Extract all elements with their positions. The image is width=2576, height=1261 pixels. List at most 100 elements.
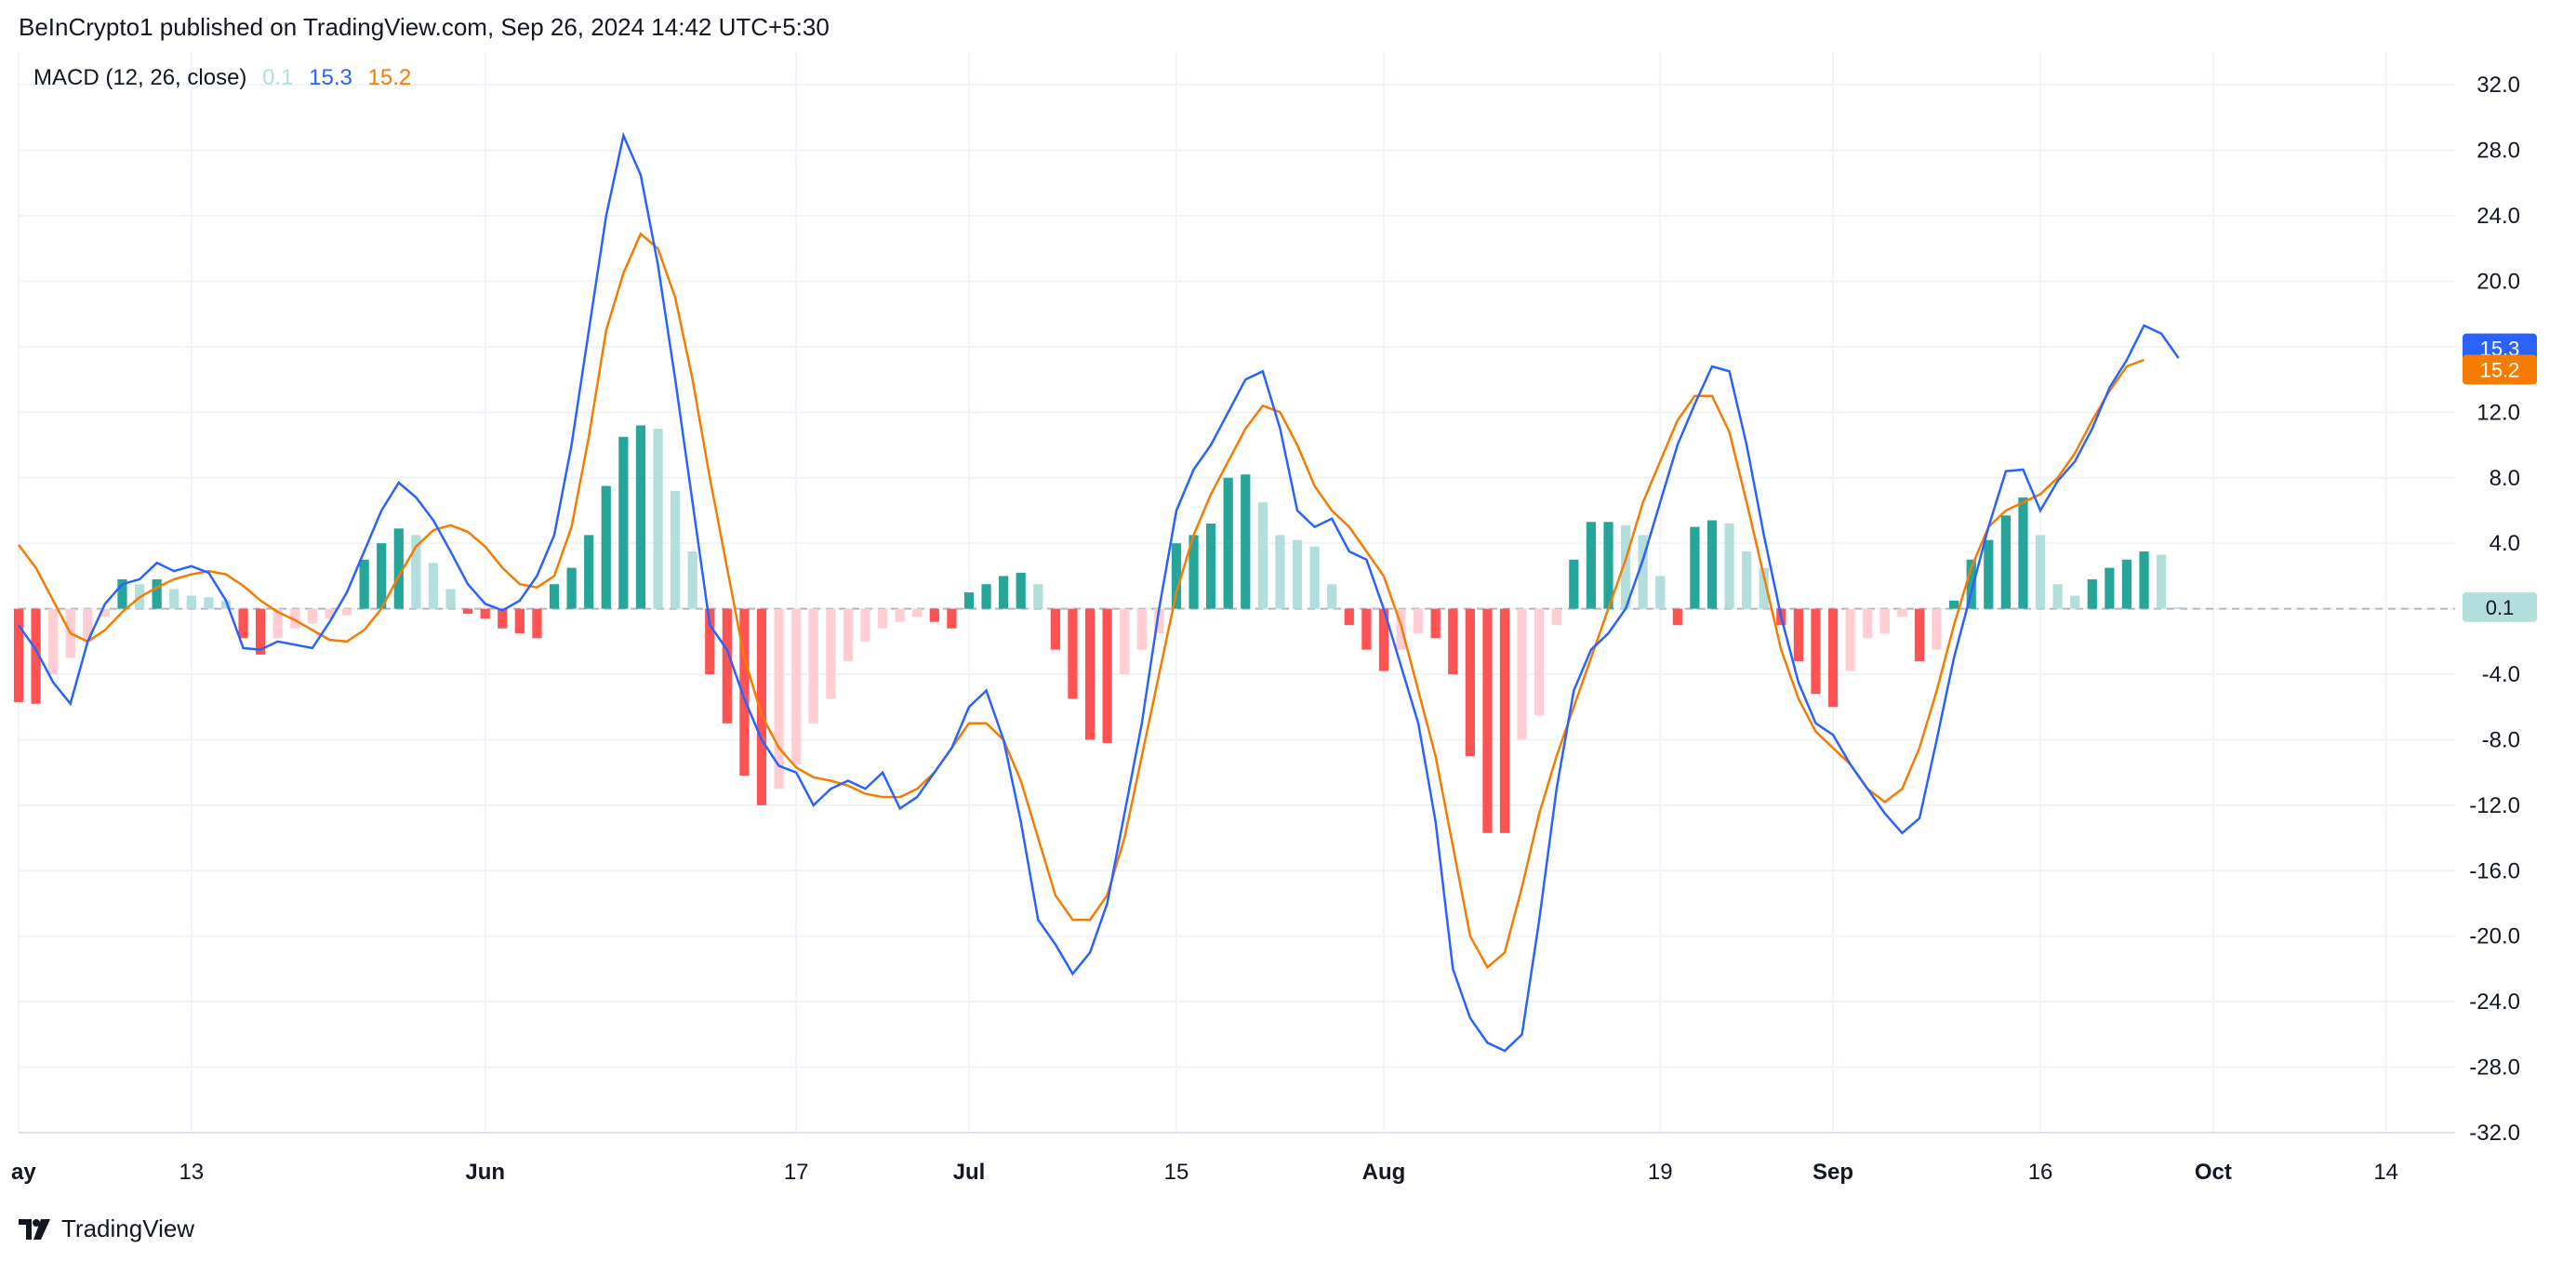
histogram-bar	[1638, 535, 1648, 609]
histogram-bar	[1327, 584, 1337, 609]
histogram-bar	[895, 608, 905, 622]
y-tick-label: 24.0	[2476, 204, 2520, 229]
tradingview-logo[interactable]: TradingView	[19, 1215, 194, 1243]
histogram-bar	[1102, 608, 1112, 743]
histogram-bar	[1620, 524, 1631, 609]
brand-name: TradingView	[61, 1215, 195, 1242]
histogram-bar	[359, 559, 369, 609]
histogram-bar	[1465, 608, 1475, 757]
histogram-bar	[2000, 515, 2011, 609]
hist-badge-text: 0.1	[2486, 596, 2515, 619]
histogram-bar	[1586, 522, 1597, 609]
y-tick-label: 28.0	[2476, 139, 2520, 164]
histogram-value: 0.1	[262, 65, 294, 90]
histogram-bar	[1171, 543, 1182, 609]
histogram-bar	[774, 608, 784, 790]
histogram-bar	[1845, 608, 1855, 671]
histogram-bar	[808, 608, 818, 723]
histogram-bar	[480, 608, 490, 619]
x-tick-label: 17	[784, 1160, 809, 1185]
price-badges: 15.315.20.1	[2463, 333, 2537, 622]
histogram-bar	[947, 608, 957, 629]
x-tick-label: Sep	[1812, 1160, 1853, 1185]
histogram-bar	[2070, 595, 2080, 609]
histogram-bar	[1413, 608, 1424, 634]
histogram-bar	[1309, 546, 1320, 609]
macd-line	[17, 131, 2180, 1053]
histogram-bar	[1241, 474, 1251, 609]
histogram-bar	[1188, 535, 1199, 609]
histogram-series	[13, 425, 2184, 833]
histogram-bar	[532, 608, 542, 639]
histogram-bar	[186, 595, 196, 609]
signal-badge-bg	[2463, 354, 2537, 385]
histogram-bar	[791, 608, 802, 764]
y-tick-label: -20.0	[2469, 924, 2520, 949]
x-tick-label: Jun	[465, 1160, 505, 1185]
x-tick-label: Jul	[953, 1160, 986, 1185]
histogram-bar	[1534, 608, 1545, 716]
histogram-bar	[687, 551, 697, 609]
histogram-bar	[1569, 559, 1579, 609]
histogram-bar	[1724, 524, 1734, 609]
y-tick-label: -16.0	[2469, 858, 2520, 883]
histogram-bar	[1706, 520, 1718, 609]
histogram-bar	[1016, 572, 1026, 609]
histogram-bar	[1879, 608, 1890, 634]
x-tick-label: Aug	[1362, 1160, 1406, 1185]
histogram-bar	[100, 608, 111, 617]
histogram-bar	[1257, 502, 1268, 609]
histogram-bar	[1690, 526, 1700, 609]
histogram-bar	[256, 608, 266, 655]
histogram-bar	[826, 608, 836, 699]
histogram-bar	[1378, 608, 1389, 671]
x-tick-label: ay	[11, 1160, 36, 1185]
histogram-bar	[1448, 608, 1458, 675]
histogram-bar	[393, 528, 404, 609]
histogram-bar	[1949, 600, 1959, 609]
histogram-bar	[1499, 608, 1510, 833]
histogram-bar	[2157, 554, 2167, 609]
histogram-bar	[2035, 535, 2046, 609]
histogram-bar	[739, 608, 750, 777]
histogram-bar	[1551, 608, 1561, 626]
histogram-bar	[601, 485, 611, 609]
histogram-bar	[463, 608, 473, 614]
histogram-bar	[1517, 608, 1527, 740]
y-tick-label: -32.0	[2469, 1121, 2520, 1146]
histogram-bar	[13, 608, 24, 702]
histogram-bar	[2087, 578, 2097, 609]
histogram-bar	[428, 563, 439, 609]
histogram-bar	[272, 608, 283, 639]
histogram-bar	[635, 425, 646, 609]
histogram-bar	[1966, 559, 1976, 609]
histogram-bar	[860, 608, 870, 642]
histogram-bar	[1033, 584, 1043, 609]
histogram-bar	[445, 589, 456, 609]
histogram-bar	[325, 608, 335, 619]
y-tick-label: -12.0	[2469, 793, 2520, 818]
histogram-bar	[705, 608, 715, 675]
histogram-bar	[48, 608, 59, 675]
signal-line	[18, 232, 2144, 970]
histogram-bar	[756, 608, 767, 805]
histogram-bar	[2105, 567, 2115, 609]
y-tick-label: 32.0	[2476, 73, 2520, 98]
histogram-bar	[843, 608, 854, 661]
histogram-bar	[1914, 608, 1925, 661]
histogram-bar	[498, 608, 508, 629]
histogram-bar	[877, 608, 888, 629]
x-axis[interactable]: ay 13 Jun 17 Jul 15 Aug 19 Sep 16 Oct 14	[11, 1160, 2398, 1185]
histogram-bar	[411, 535, 421, 609]
publisher-caption: BeInCrypto1 published on TradingView.com…	[19, 13, 830, 41]
histogram-bar	[1120, 608, 1130, 675]
y-axis[interactable]: 32.028.024.020.016.012.08.04.00.0-4.0-8.…	[2469, 73, 2520, 1146]
y-tick-label: -28.0	[2469, 1055, 2520, 1081]
histogram-bar	[1863, 608, 1873, 639]
indicator-legend[interactable]: MACD (12, 26, close) 0.1 15.3 15.2	[33, 65, 420, 91]
histogram-bar	[1344, 608, 1354, 626]
x-tick-label: 14	[2373, 1160, 2398, 1185]
histogram-bar	[1932, 608, 1942, 650]
histogram-bar	[929, 608, 939, 622]
